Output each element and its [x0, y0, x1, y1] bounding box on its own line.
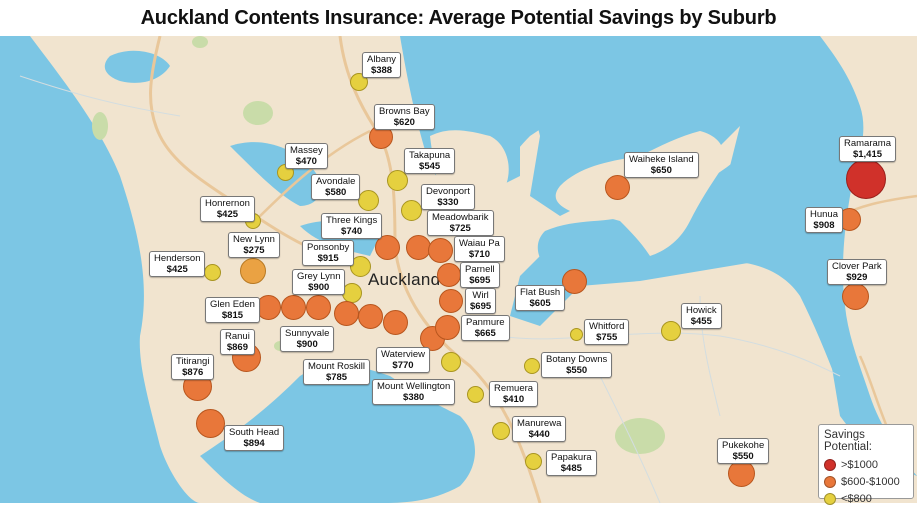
legend-swatch-mid-icon: [824, 475, 836, 488]
callout-three-kings: Three Kings $740: [321, 213, 383, 239]
marker-panmure[interactable]: [435, 315, 460, 340]
callout-glen-eden: Glen Eden $815: [205, 297, 260, 323]
callout-ponsonby: Ponsonby $915: [302, 240, 355, 266]
callout-albany: Albany $388: [362, 52, 402, 78]
callout-henderson: Henderson $425: [149, 251, 206, 277]
callout-titirangi: Titirangi $876: [171, 354, 215, 380]
callout-waiau-pa: Waiau Pa $710: [454, 236, 505, 262]
legend-label-high: >$1000: [841, 458, 879, 471]
marker-parnell[interactable]: [437, 263, 461, 287]
marker-waiheke-island[interactable]: [605, 175, 630, 200]
callout-wirl: Wirl $695: [465, 288, 497, 314]
marker-howick[interactable]: [661, 321, 681, 341]
marker-glen-eden-2[interactable]: [281, 295, 306, 320]
callout-new-lynn: New Lynn $275: [228, 232, 280, 258]
marker-remuera[interactable]: [467, 386, 484, 403]
marker-sunnyvale[interactable]: [306, 295, 331, 320]
callout-meadowbarik: Meadowbarik $725: [427, 210, 494, 236]
legend-title: Savings Potential:: [824, 429, 872, 453]
marker-waterview[interactable]: [383, 310, 408, 335]
city-label-auckland: Auckland: [368, 270, 441, 289]
callout-hunua: Hunua $908: [805, 207, 843, 233]
callout-ranui: Ranui $869: [220, 329, 255, 355]
marker-avondale[interactable]: [358, 190, 379, 211]
callout-mount-roskill: Mount Roskill $785: [303, 359, 371, 385]
marker-mount-roskill[interactable]: [358, 304, 383, 329]
callout-devonport: Devonport $330: [421, 184, 475, 210]
legend-label-low: <$800: [841, 492, 872, 505]
marker-mount-wellington[interactable]: [441, 352, 461, 372]
marker-takapuna[interactable]: [387, 170, 408, 191]
marker-botany-downs[interactable]: [524, 358, 540, 374]
marker-manurewa[interactable]: [492, 422, 510, 440]
callout-remuera: Remuera $410: [489, 381, 539, 407]
callout-whitford: Whitford $755: [584, 319, 630, 345]
marker-waiau-pa[interactable]: [428, 238, 453, 263]
legend-label-mid: $600-$1000: [841, 475, 900, 488]
callout-panmure: Panmure $665: [461, 315, 510, 341]
callout-honrernon: Honrernon $425: [200, 196, 255, 222]
callout-waterview: Waterview $770: [376, 347, 430, 373]
legend-item-high: >$1000: [824, 456, 908, 473]
legend-swatch-high-icon: [824, 458, 836, 471]
callout-south-head: South Head $894: [224, 425, 285, 451]
marker-flat-bush[interactable]: [562, 269, 587, 294]
callout-papakura: Papakura $485: [546, 450, 597, 476]
callout-avondale: Avondale $580: [311, 174, 361, 200]
callout-howick: Howick $455: [681, 303, 722, 329]
marker-clover-park[interactable]: [842, 283, 869, 310]
marker-ramarama[interactable]: [846, 159, 886, 199]
legend: Savings Potential: >$1000 $600-$1000 <$8…: [818, 424, 914, 505]
marker-south-head[interactable]: [196, 409, 225, 438]
callout-botany-downs: Botany Downs $550: [541, 352, 613, 378]
callout-massey: Massey $470: [285, 143, 328, 169]
callout-ramarama: Ramarama $1,415: [839, 136, 896, 162]
callout-browns-bay: Browns Bay $620: [374, 104, 435, 130]
callout-grey-lynn: Grey Lynn $900: [292, 269, 346, 295]
callout-flat-bush: Flat Bush $605: [515, 285, 566, 311]
legend-item-mid: $600-$1000: [824, 473, 908, 490]
legend-item-low: <$800: [824, 490, 908, 507]
marker-three-kings[interactable]: [375, 235, 400, 260]
marker-wirl[interactable]: [439, 289, 463, 313]
callout-waiheke-island: Waiheke Island $650: [624, 152, 699, 178]
callout-pukekohe: Pukekohe $550: [717, 438, 770, 464]
callout-parnell: Parnell $695: [460, 262, 500, 288]
map-canvas[interactable]: Auckland Albany $388 Browns Bay $620 Masse…: [0, 36, 917, 503]
marker-papakura[interactable]: [525, 453, 542, 470]
callout-mount-wellington: Mount Wellington $380: [372, 379, 456, 405]
marker-henderson[interactable]: [204, 264, 221, 281]
callout-manurewa: Manurewa $440: [512, 416, 567, 442]
marker-mount-roskill-1[interactable]: [334, 301, 359, 326]
marker-new-lynn[interactable]: [240, 258, 266, 284]
marker-whitford[interactable]: [570, 328, 583, 341]
map-title: Auckland Contents Insurance: Average Pot…: [0, 0, 917, 36]
callout-takapuna: Takapuna $545: [404, 148, 456, 174]
marker-ponsonby[interactable]: [350, 256, 371, 277]
marker-pukekohe[interactable]: [728, 460, 755, 487]
marker-devonport[interactable]: [401, 200, 422, 221]
callout-sunnyvale: Sunnyvale $900: [280, 326, 335, 352]
callout-clover-park: Clover Park $929: [827, 259, 887, 285]
